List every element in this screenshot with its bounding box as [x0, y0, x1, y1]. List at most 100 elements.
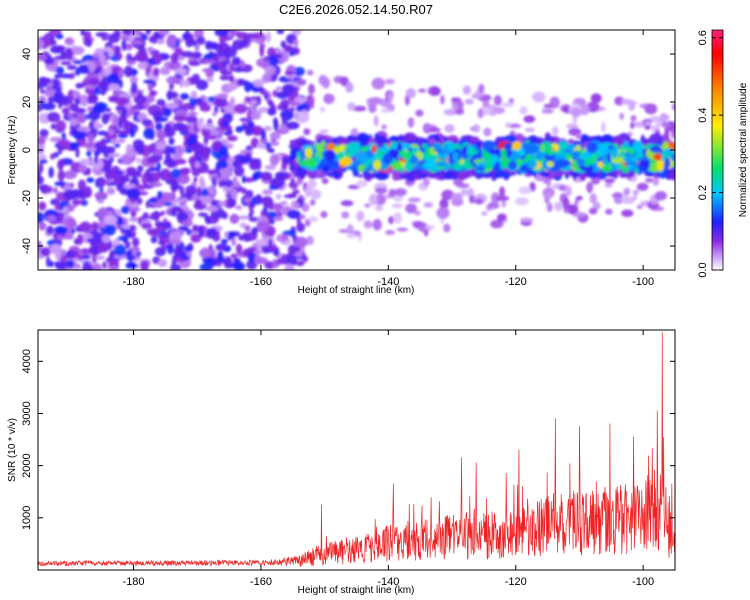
spectrogram-cell — [57, 169, 65, 182]
colorbar-ticks: 0.0 0.2 0.4 0.6 — [697, 30, 723, 278]
snr-series-line — [38, 332, 675, 567]
spectrogram-cell — [245, 226, 251, 232]
spectrogram-cell — [244, 177, 254, 183]
spectrogram-cell — [114, 46, 121, 56]
x-tick-label: -120 — [505, 576, 527, 588]
spectrogram-cell — [147, 167, 160, 172]
spectrogram-cell — [405, 203, 417, 214]
spectrogram-cell — [97, 130, 108, 136]
spectrogram-cell — [240, 60, 246, 69]
spectrogram-cell — [116, 138, 126, 144]
spectrogram-cell — [254, 249, 262, 255]
spectrogram-cell — [381, 124, 387, 130]
spectrogram-cell — [267, 99, 274, 106]
spectrogram-cell — [659, 112, 668, 123]
spectrogram-cell — [249, 101, 255, 113]
spectrogram-cell — [179, 77, 184, 88]
spectrogram-cell — [519, 165, 528, 172]
spectrogram-cell — [280, 40, 287, 49]
spectrogram-cell — [632, 189, 639, 196]
spectrogram-cell — [623, 187, 631, 196]
spectrogram-cell — [495, 195, 510, 202]
spectrogram-cell — [52, 187, 59, 194]
snr-peak-point — [609, 423, 611, 425]
spectrogram-cell — [38, 221, 47, 231]
spectrogram-cell — [299, 160, 308, 167]
spectrogram-cell — [244, 80, 252, 93]
spectrogram-cell — [173, 246, 184, 257]
spectrogram-frame — [37, 29, 676, 271]
spectrogram-cell — [566, 144, 577, 150]
spectrogram-cell — [397, 134, 405, 143]
spectrogram-cell — [547, 150, 554, 156]
snr-peak-point — [554, 418, 556, 420]
spectrogram-cell — [225, 256, 232, 267]
spectrogram-cell — [192, 142, 204, 152]
spectrogram-cell — [257, 106, 270, 113]
spectrogram-cell — [39, 129, 49, 137]
spectrogram-cell — [211, 176, 217, 187]
spectrogram-cell — [606, 153, 611, 163]
spectrogram-cell — [72, 60, 83, 65]
spectrogram-cell — [217, 201, 227, 207]
spectrogram-cell — [345, 81, 354, 93]
spectrogram-cell — [121, 107, 128, 119]
spectrogram-cell — [148, 181, 163, 188]
spectrogram-cell — [268, 238, 273, 249]
spectrogram-cell — [407, 117, 415, 128]
spectrogram-cell — [88, 61, 96, 73]
spectrogram-cell — [186, 228, 193, 236]
spectrogram-cell — [277, 258, 282, 265]
spectrogram-ticks: -180 -160 -140 -120 -100 -40 -20 0 20 40 — [21, 30, 675, 288]
spectrogram-cell — [87, 133, 95, 144]
spectrogram-cell — [172, 122, 186, 132]
spectrogram-cell — [148, 198, 158, 203]
spectrogram-cell — [440, 94, 445, 105]
spectrogram-cell — [69, 117, 79, 126]
spectrogram-cell — [288, 107, 296, 112]
spectrogram-cell — [415, 109, 424, 117]
spectrogram-cell — [231, 56, 242, 66]
spectrogram-cell — [439, 198, 449, 210]
spectrogram-cell — [661, 121, 670, 128]
spectrogram-cell — [145, 200, 150, 209]
spectrogram-cell — [81, 263, 94, 270]
spectrogram-cell — [214, 177, 228, 182]
spectrogram-cell — [65, 259, 75, 269]
colorbar: 0.0 0.2 0.4 0.6 Normalized spectral amplitu… — [697, 29, 749, 278]
spectrogram-cell — [92, 52, 99, 58]
spectrogram-cell — [541, 108, 554, 114]
spectrogram-cell — [295, 260, 305, 267]
spectrogram-cell — [443, 223, 451, 233]
spectrogram-cell — [141, 119, 153, 126]
spectrogram-cell — [226, 135, 238, 142]
spectrogram-panel: -180 -160 -140 -120 -100 -40 -20 0 20 40 Height o… — [7, 29, 676, 296]
spectrogram-cell — [86, 150, 92, 157]
spectrogram-cell — [125, 240, 131, 250]
spectrogram-cell — [114, 244, 127, 257]
spectrogram-cell — [234, 204, 243, 211]
spectrogram-cell — [49, 243, 62, 255]
spectrogram-cell — [102, 261, 107, 270]
spectrogram-cell — [166, 243, 174, 255]
spectrogram-cell — [373, 115, 379, 127]
spectrogram-ylabel: Frequency (Hz) — [7, 116, 18, 185]
spectrogram-cell — [461, 145, 468, 155]
spectrogram-cell — [98, 52, 106, 62]
spectrogram-cell — [402, 154, 412, 160]
spectrogram-cell — [546, 161, 554, 168]
spectrogram-cell — [382, 153, 393, 165]
spectrogram-cell — [305, 94, 315, 107]
spectrogram-cell — [215, 243, 228, 251]
spectrogram-cell — [436, 207, 450, 220]
spectrogram-cell — [137, 165, 144, 173]
spectrogram-cell — [54, 225, 68, 235]
spectrogram-cell — [227, 82, 238, 91]
spectrogram-cell — [56, 66, 65, 75]
spectrogram-cell — [551, 126, 559, 136]
spectrogram-cell — [94, 191, 108, 199]
spectrogram-cell — [188, 60, 201, 67]
spectrogram-cell — [568, 127, 582, 136]
spectrogram-cell — [120, 205, 130, 214]
spectrogram-cell — [388, 216, 395, 224]
